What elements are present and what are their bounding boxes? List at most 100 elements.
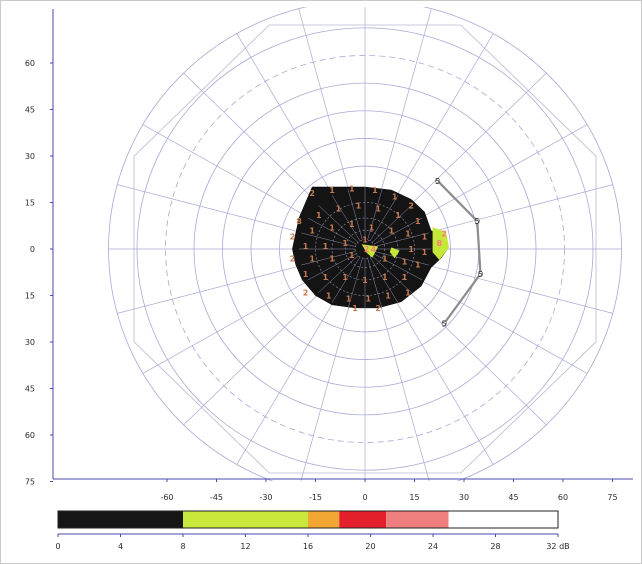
isopter-vertex [441, 320, 447, 326]
x-tick-label: 15 [409, 493, 419, 502]
inner-meridian [347, 189, 363, 241]
isopter-vertex [477, 271, 484, 277]
inner-meridian [371, 255, 412, 294]
test-point-value: 1 [422, 233, 428, 242]
isopter-label: 5 [435, 177, 440, 186]
test-point-value: 1 [346, 295, 352, 304]
test-point-value: 1 [329, 186, 335, 195]
test-point-value: 1 [323, 242, 329, 251]
test-point-value: 1 [316, 211, 322, 220]
isopter-label: 5 [475, 217, 480, 226]
test-point-value: 2 [309, 189, 315, 198]
inner-meridian [331, 195, 361, 242]
inner-meridian [318, 255, 359, 294]
test-point-value: 1 [303, 242, 309, 251]
test-point-value: 2 [375, 304, 381, 313]
inner-meridian [369, 195, 399, 242]
colorbar-band [339, 511, 387, 528]
inner-meridian [301, 232, 356, 247]
inner-meridian [301, 251, 356, 266]
test-point-value: 1 [329, 223, 335, 232]
test-point-value: 1 [309, 226, 315, 235]
inner-meridian [331, 256, 361, 303]
test-point-value: 8 [436, 239, 442, 248]
colorbar-band [386, 511, 449, 528]
colorbar-tick-label: 12 [240, 542, 250, 551]
colorbar-border [57, 510, 559, 529]
test-point-value: 1 [366, 295, 372, 304]
isopter-vertex [434, 178, 441, 184]
test-point-value: 1 [405, 230, 411, 239]
x-tick-label: 60 [558, 493, 568, 502]
test-point-value: 1 [329, 254, 335, 263]
colorbar-tick-label: 20 [365, 542, 375, 551]
test-point-value: 1 [356, 202, 362, 211]
test-point-value: 1 [352, 304, 358, 313]
green-sensitivity-patch [432, 227, 450, 260]
test-point-value: 1 [422, 248, 428, 257]
y-tick-label: 30 [25, 338, 35, 347]
y-tick-label: 60 [25, 59, 35, 68]
x-tick-label: -30 [259, 493, 272, 502]
test-point-value: 1 [415, 261, 421, 270]
colorbar-tick-label: 8 [180, 542, 185, 551]
x-tick-label: 75 [607, 493, 617, 502]
inner-meridian [367, 257, 383, 309]
test-point-value: 1 [342, 273, 348, 282]
x-tick-label: 30 [459, 493, 469, 502]
test-point-value: 1 [382, 254, 388, 263]
test-point-value: 8 [296, 217, 302, 226]
test-point-value: 1 [395, 211, 401, 220]
test-point-value: 1 [349, 251, 355, 260]
test-point-value: 1 [385, 292, 391, 301]
test-point-value: 1 [372, 186, 378, 195]
test-point-value: 1 [392, 192, 398, 201]
test-point-value: 1 [303, 270, 309, 279]
test-point-value: 2 [364, 245, 370, 254]
colorbar-tick-label: 16 [303, 542, 313, 551]
inner-meridian [347, 257, 363, 309]
test-point-value: 1 [382, 273, 388, 282]
colorbar-legend: 0 4 8 12 16 20 24 28 32 dB [55, 510, 570, 551]
y-tick-label: 15 [25, 292, 35, 301]
x-tick-label: -15 [309, 493, 322, 502]
test-point-value: 1 [336, 205, 342, 214]
y-tick-label: 45 [25, 385, 35, 394]
axes: -60-45-30-150153045607590604530150153045… [25, 9, 633, 502]
colorbar-band [58, 511, 183, 528]
x-tick-label: -60 [160, 493, 173, 502]
y-tick-label: 30 [25, 152, 35, 161]
test-point-value: 4 [370, 245, 376, 254]
test-point-value: 1 [415, 217, 421, 226]
y-tick-label: 45 [25, 106, 35, 115]
test-point-value: 1 [402, 257, 408, 266]
inner-meridian [371, 204, 412, 243]
inner-meridian [367, 189, 383, 241]
test-point-value: 1 [375, 205, 381, 214]
y-tick-label: 0 [30, 245, 35, 254]
inner-meridian [373, 253, 423, 281]
test-point-value: 1 [362, 236, 368, 245]
test-point-value: 1 [342, 239, 348, 248]
test-point-value: 1 [369, 223, 375, 232]
inner-meridian [373, 217, 423, 245]
y-tick-label: 15 [25, 199, 35, 208]
test-point-value: 1 [349, 185, 355, 194]
test-point-value: 1 [326, 292, 332, 301]
test-point-value: 2 [290, 254, 296, 263]
octagon-frame [133, 24, 597, 474]
inner-meridian [307, 217, 357, 245]
x-tick-label: 45 [508, 493, 518, 502]
inner-meridian [374, 251, 429, 266]
test-point-value: 2 [441, 230, 447, 239]
test-point-value: 1 [349, 220, 355, 229]
x-tick-label: 0 [362, 493, 367, 502]
inner-meridian [369, 256, 399, 303]
colorbar-band [308, 511, 340, 528]
test-point-value: 1 [362, 276, 368, 285]
test-point-value: 1 [402, 273, 408, 282]
green-sensitivity-patch [361, 244, 379, 258]
